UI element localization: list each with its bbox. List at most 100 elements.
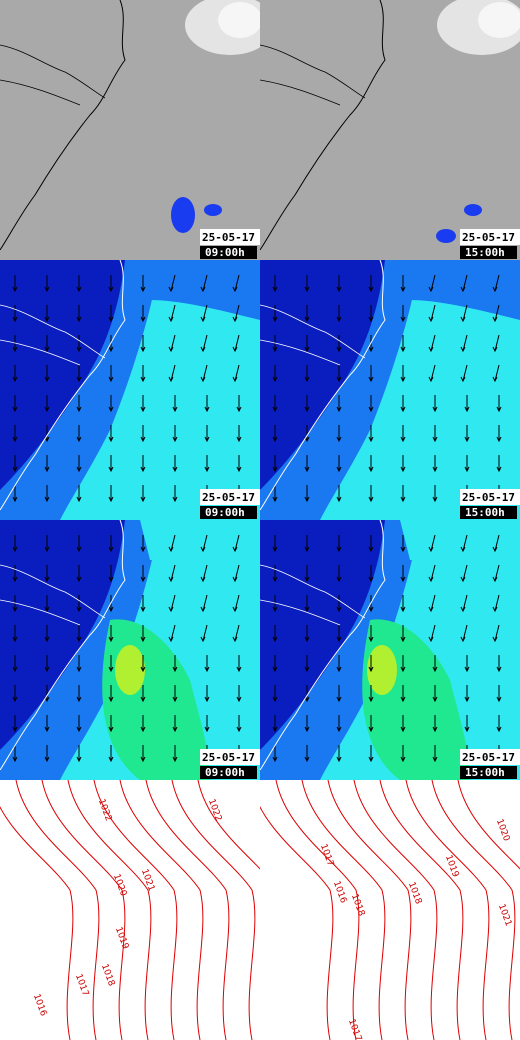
wind-arrow: [368, 565, 374, 583]
wind-arrow: [108, 745, 114, 763]
wind-arrow: [140, 275, 146, 293]
wind-arrow: [200, 274, 208, 293]
time-box: [200, 506, 257, 519]
wind-arrow: [496, 425, 502, 443]
wind-arrow: [336, 395, 342, 413]
wind-arrow: [400, 625, 406, 643]
wind-arrow: [400, 565, 406, 583]
wind-arrow: [336, 425, 342, 443]
wind-arrow: [168, 594, 176, 613]
isobar: [15, 780, 100, 1040]
wind-arrow: [12, 565, 18, 583]
wind-arrow: [108, 425, 114, 443]
wind-arrow: [492, 594, 500, 613]
border: [0, 339, 81, 366]
wind-arrow: [428, 564, 436, 583]
wind-arrow: [336, 655, 342, 673]
wind-arrow: [236, 715, 242, 733]
wind-arrow: [108, 395, 114, 413]
wind-arrow: [76, 715, 82, 733]
isobar: [119, 780, 204, 1040]
wind-arrow: [12, 455, 18, 473]
wind-arrow: [336, 745, 342, 763]
wind-arrow: [172, 485, 178, 503]
wind-arrow: [432, 395, 438, 413]
yellow: [115, 645, 145, 695]
wind-arrow: [496, 395, 502, 413]
wind-arrow: [140, 595, 146, 613]
wind-arrow: [44, 365, 50, 383]
wind-arrow: [44, 745, 50, 763]
wind-arrow: [400, 395, 406, 413]
wind-arrow: [368, 455, 374, 473]
time: 09:00h: [205, 766, 245, 779]
isobar: [197, 780, 260, 870]
background: [260, 780, 520, 1040]
map-panel: 25-05-17 15:00h: [260, 520, 520, 780]
wind-arrow: [460, 304, 468, 323]
wind-arrow: [76, 305, 82, 323]
isobar: [41, 780, 126, 1040]
wind-arrow: [204, 655, 210, 673]
wind-arrow: [44, 565, 50, 583]
wind-arrow: [304, 365, 310, 383]
time-box: [200, 246, 257, 259]
wind-arrow: [108, 275, 114, 293]
low: [0, 260, 125, 490]
isobar: [93, 780, 178, 1040]
border: [260, 564, 366, 619]
wind-arrow: [108, 565, 114, 583]
border: [0, 564, 106, 619]
wind-arrow: [400, 535, 406, 553]
isobar: [67, 780, 152, 1040]
wind-arrow: [76, 625, 82, 643]
wind-arrow: [432, 685, 438, 703]
date: 25-05-17: [202, 231, 255, 244]
band: [400, 260, 520, 320]
cloud: [218, 2, 260, 38]
wind-arrow: [140, 425, 146, 443]
precip: [171, 197, 195, 233]
wind-arrow: [272, 625, 278, 643]
wind-arrow: [460, 364, 468, 383]
wind-arrow: [400, 685, 406, 703]
wind-arrow: [304, 565, 310, 583]
wind-arrow: [108, 365, 114, 383]
wind-arrow: [108, 455, 114, 473]
wind-arrow: [236, 395, 242, 413]
wind-arrow: [140, 745, 146, 763]
wind-arrow: [12, 485, 18, 503]
time: 09:00h: [205, 506, 245, 519]
wind-arrow: [108, 655, 114, 673]
wind-arrow: [76, 535, 82, 553]
wind-arrow: [172, 715, 178, 733]
wind-arrow: [232, 564, 240, 583]
wind-arrow: [464, 395, 470, 413]
wind-arrow: [204, 685, 210, 703]
wind-arrow: [168, 534, 176, 553]
wind-arrow: [368, 535, 374, 553]
wind-arrow: [368, 715, 374, 733]
map-panel: 25-05-17 15:00h: [260, 260, 520, 520]
wind-arrow: [108, 485, 114, 503]
wind-arrow: [232, 274, 240, 293]
date-box: [460, 749, 520, 765]
wind-arrow: [140, 395, 146, 413]
wind-arrow: [304, 535, 310, 553]
wind-arrow: [368, 485, 374, 503]
coastline: [260, 0, 386, 251]
wind-arrow: [232, 304, 240, 323]
wind-arrow: [204, 395, 210, 413]
wind-arrow: [432, 425, 438, 443]
wind-arrow: [400, 335, 406, 353]
wind-arrow: [400, 715, 406, 733]
date: 25-05-17: [202, 491, 255, 504]
wind-arrow: [200, 334, 208, 353]
wind-arrow: [76, 275, 82, 293]
wind-arrow: [400, 655, 406, 673]
precip: [464, 204, 482, 216]
wind-arrow: [464, 425, 470, 443]
wind-arrow: [140, 535, 146, 553]
wind-arrow: [236, 655, 242, 673]
